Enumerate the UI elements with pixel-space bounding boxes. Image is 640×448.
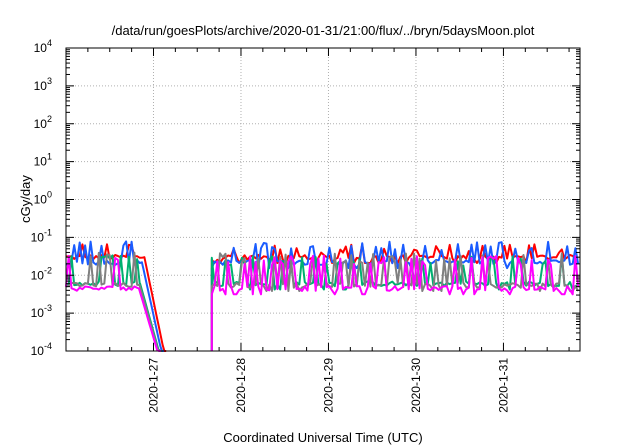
y-tick-base: 10 (34, 41, 48, 55)
y-tick-base: 10 (34, 79, 48, 93)
y-tick-base: 10 (31, 344, 45, 358)
x-tick-label: 2020-1-30 (409, 358, 423, 413)
series-line (210, 254, 580, 351)
y-tick-base: 10 (31, 230, 45, 244)
y-tick-base: 10 (34, 117, 48, 131)
y-tick-label: 102 (34, 114, 52, 131)
y-tick-base: 10 (31, 306, 45, 320)
y-tick-label: 10-2 (31, 265, 52, 282)
y-tick-label: 103 (34, 76, 52, 93)
y-tick-exponent: 4 (47, 38, 52, 48)
series-layer (65, 240, 580, 352)
y-tick-exponent: 2 (47, 114, 52, 124)
tick-marks (66, 47, 580, 352)
series-line (210, 252, 580, 351)
y-tick-label: 100 (34, 190, 52, 207)
y-tick-label: 101 (34, 152, 52, 169)
y-tick-exponent: -4 (44, 341, 52, 351)
y-tick-exponent: 3 (47, 76, 52, 86)
x-tick-label: 2020-1-27 (146, 358, 160, 413)
series-line (65, 251, 162, 352)
chart-title: /data/run/goesPlots/archive/2020-01-31/2… (112, 23, 535, 38)
y-tick-label: 10-1 (31, 227, 52, 244)
x-tick-labels: 2020-1-27 2020-1-28 2020-1-29 2020-1-30 2020… (146, 358, 510, 413)
x-axis-title: Coordinated Universal Time (UTC) (223, 430, 422, 445)
y-tick-base: 10 (34, 155, 48, 169)
x-tick-label: 2020-1-28 (234, 358, 248, 413)
series-line (65, 254, 161, 352)
y-tick-base: 10 (34, 193, 48, 207)
y-tick-exponent: -3 (44, 303, 52, 313)
x-tick-label: 2020-1-29 (321, 358, 335, 413)
y-tick-base: 10 (31, 268, 45, 282)
y-tick-exponent: -2 (44, 265, 52, 275)
y-tick-exponent: 0 (47, 190, 52, 200)
y-tick-label: 104 (34, 38, 52, 55)
y-tick-label: 10-4 (31, 341, 52, 358)
y-tick-exponent: 1 (47, 152, 52, 162)
y-tick-label: 10-3 (31, 303, 52, 320)
y-tick-exponent: -1 (44, 227, 52, 237)
x-tick-label: 2020-1-31 (496, 358, 510, 413)
y-axis-title: cGy/day (18, 175, 33, 223)
